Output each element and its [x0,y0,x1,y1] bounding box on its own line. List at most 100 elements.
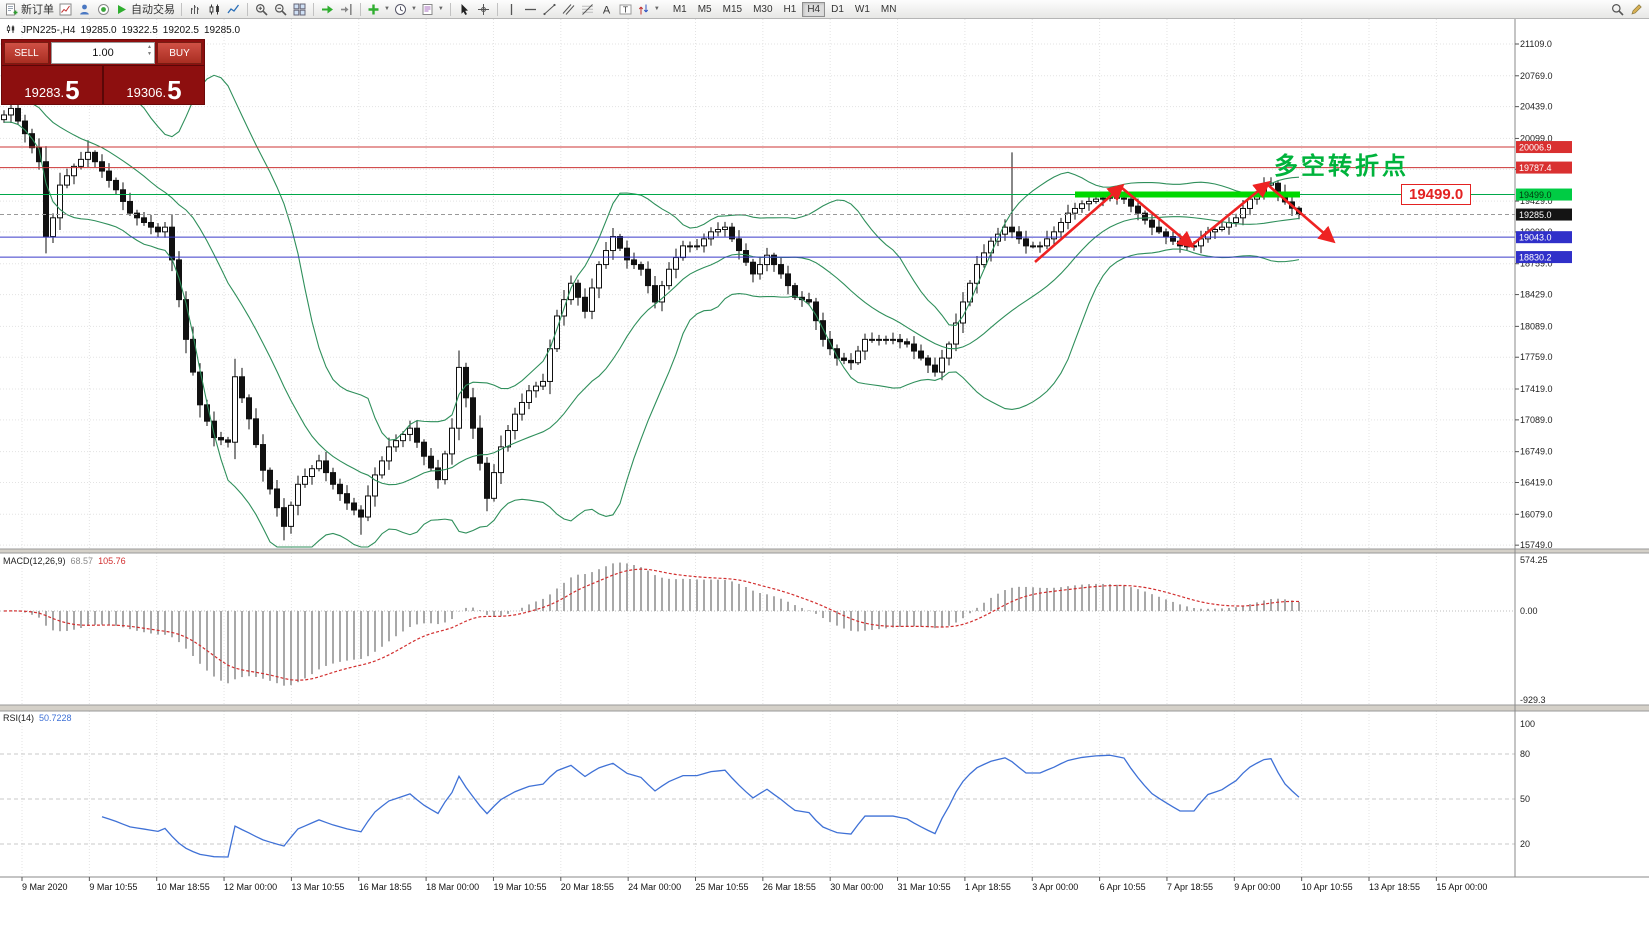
volume-spinner[interactable]: ▲ ▼ [147,44,152,58]
crosshair-button[interactable] [474,1,493,18]
trend-arrow[interactable] [1121,186,1195,249]
svg-text:17759.0: 17759.0 [1520,352,1553,362]
cursor-icon [458,3,471,16]
trend-arrow[interactable] [1191,180,1271,247]
channel-button[interactable] [559,1,578,18]
time-axis[interactable]: 9 Mar 2020 9 Mar 10:55 10 Mar 18:55 12 Mar … [21,877,1487,892]
svg-text:19429.0: 19429.0 [1520,196,1553,206]
indicators-button[interactable]: ▼ [365,1,392,18]
timeframe-m30[interactable]: M30 [748,2,777,17]
macd-indicator-label: MACD(12,26,9) 68.57 105.76 [3,556,126,566]
timeframe-mn[interactable]: MN [876,2,902,17]
buy-price-base: 19306 [126,85,163,100]
sell-button[interactable]: SELL [4,42,49,64]
time-axis-label: 10 Mar 18:55 [157,882,210,892]
zoom-in-icon [255,3,268,16]
chart-close: 19285.0 [203,25,241,36]
rsi-value: 50.7228 [39,713,72,723]
search-button[interactable] [1608,1,1627,18]
svg-text:16749.0: 16749.0 [1520,447,1553,457]
time-axis-label: 15 Apr 00:00 [1436,882,1487,892]
market-watch-icon [97,3,110,16]
sell-price[interactable]: 19283. 5 [2,66,102,104]
tile-windows-button[interactable] [290,1,309,18]
sell-price-dot: . [60,85,65,100]
svg-text:20006.9: 20006.9 [1519,143,1552,153]
volume-down-icon[interactable]: ▼ [147,51,152,57]
turning-point-annotation[interactable]: 多空转折点 [1274,153,1409,180]
new-order-icon [5,3,18,16]
zoom-out-icon [274,3,287,16]
svg-text:20099.0: 20099.0 [1520,133,1553,143]
zoom-out-button[interactable] [271,1,290,18]
toolbar-separator [496,2,498,16]
autotrading-button[interactable]: 自动交易 [113,1,177,18]
price-badge: 19285.0 [1516,208,1572,221]
buy-price[interactable]: 19306. 5 [104,66,204,104]
price-axis[interactable]: 21109.020769.020439.020099.019769.019429… [1515,39,1553,849]
timeframe-m15[interactable]: M15 [718,2,747,17]
trendline-icon [543,3,556,16]
toolbar-separator [247,2,248,16]
time-axis-label: 31 Mar 10:55 [898,882,951,892]
chart-wizard-button[interactable] [56,1,75,18]
volume-up-icon[interactable]: ▲ [147,44,152,50]
trend-arrow[interactable] [1267,184,1336,244]
svg-text:18429.0: 18429.0 [1520,290,1553,300]
crosshair-icon [477,3,490,16]
chart-shift-button[interactable] [337,1,356,18]
one-click-trading-panel: SELL 1.00 ▲ ▼ BUY 19283. 5 19306. 5 [1,39,205,105]
arrows-button[interactable]: ▼ [635,1,662,18]
chart-title: JPN225-,H4 19285.0 19322.5 19202.5 19285… [6,24,240,37]
bar-chart-button[interactable] [186,1,205,18]
zoom-in-button[interactable] [252,1,271,18]
market-watch-button[interactable] [94,1,113,18]
horizontal-line-button[interactable] [521,1,540,18]
text-label-button[interactable]: T [616,1,635,18]
horizontal-line-icon [524,3,537,16]
time-axis-label: 9 Mar 10:55 [89,882,137,892]
buy-button[interactable]: BUY [157,42,202,64]
candle-chart-icon [208,3,221,16]
time-axis-label: 16 Mar 18:55 [359,882,412,892]
templates-button[interactable]: ▼ [419,1,446,18]
trendline-button[interactable] [540,1,559,18]
pane-separator[interactable] [0,549,1649,553]
chart-canvas[interactable]: 21109.020769.020439.020099.019769.019429… [0,19,1649,942]
candle-chart-button[interactable] [205,1,224,18]
profile-icon [78,3,91,16]
timeframe-m5[interactable]: M5 [693,2,717,17]
timeframe-d1[interactable]: D1 [826,2,849,17]
svg-text:17089.0: 17089.0 [1520,415,1553,425]
profile-button[interactable] [75,1,94,18]
time-axis-label: 25 Mar 10:55 [696,882,749,892]
time-axis-label: 18 Mar 00:00 [426,882,479,892]
timeframe-w1[interactable]: W1 [850,2,875,17]
new-order-button[interactable]: 新订单 [3,1,56,18]
edit-icon [1630,3,1643,16]
pane-separator[interactable] [0,705,1649,711]
bollinger-middle-band [3,92,1300,486]
volume-field[interactable]: 1.00 ▲ ▼ [51,42,155,64]
edit-button[interactable] [1627,1,1646,18]
timeframe-h4[interactable]: H4 [802,1,826,17]
trend-arrow[interactable] [1034,183,1125,263]
text-button[interactable]: A [597,1,616,18]
cursor-button[interactable] [455,1,474,18]
macd-scale-label: -929.3 [1520,695,1546,705]
channel-icon [562,3,575,16]
price-divider [102,66,104,104]
chart-window-icon [6,24,16,37]
fibonacci-button[interactable] [578,1,597,18]
time-axis-label: 9 Apr 00:00 [1234,882,1280,892]
sell-price-pip: 5 [65,75,80,105]
vertical-line-button[interactable] [502,1,521,18]
timeframe-h1[interactable]: H1 [779,2,802,17]
timeframe-m1[interactable]: M1 [668,2,692,17]
periods-button[interactable]: ▼ [392,1,419,18]
price-callout[interactable]: 19499.0 [1401,184,1472,205]
auto-scroll-button[interactable] [318,1,337,18]
time-axis-label: 24 Mar 00:00 [628,882,681,892]
macd-scale-label: 0.00 [1520,606,1538,616]
line-chart-button[interactable] [224,1,243,18]
